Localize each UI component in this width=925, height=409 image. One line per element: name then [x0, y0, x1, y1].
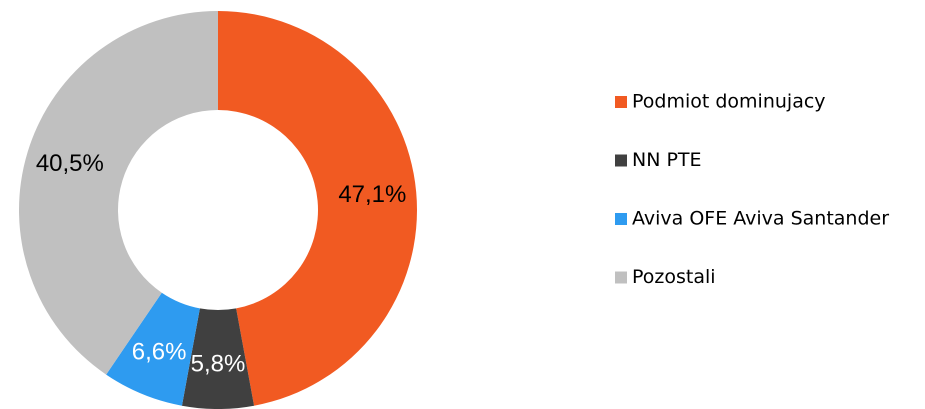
legend-label: Aviva OFE Aviva Santander: [632, 208, 889, 230]
slice: [18, 11, 218, 375]
slice: [181, 308, 255, 409]
legend-label: Podmiot dominujacy: [632, 91, 826, 113]
slice: [218, 11, 417, 406]
slice: [106, 292, 200, 406]
legend-swatch: [615, 154, 627, 167]
data-label: 6,6%: [132, 339, 187, 366]
legend-swatch: [615, 213, 627, 225]
data-label: 47,1%: [338, 181, 406, 208]
legend-label: Pozostali: [632, 266, 716, 288]
legend-swatch: [615, 271, 627, 284]
data-label: 40,5%: [36, 150, 104, 177]
legend-label: NN PTE: [632, 149, 702, 171]
legend-swatch: [615, 96, 627, 108]
data-label: 5,8%: [191, 350, 246, 377]
